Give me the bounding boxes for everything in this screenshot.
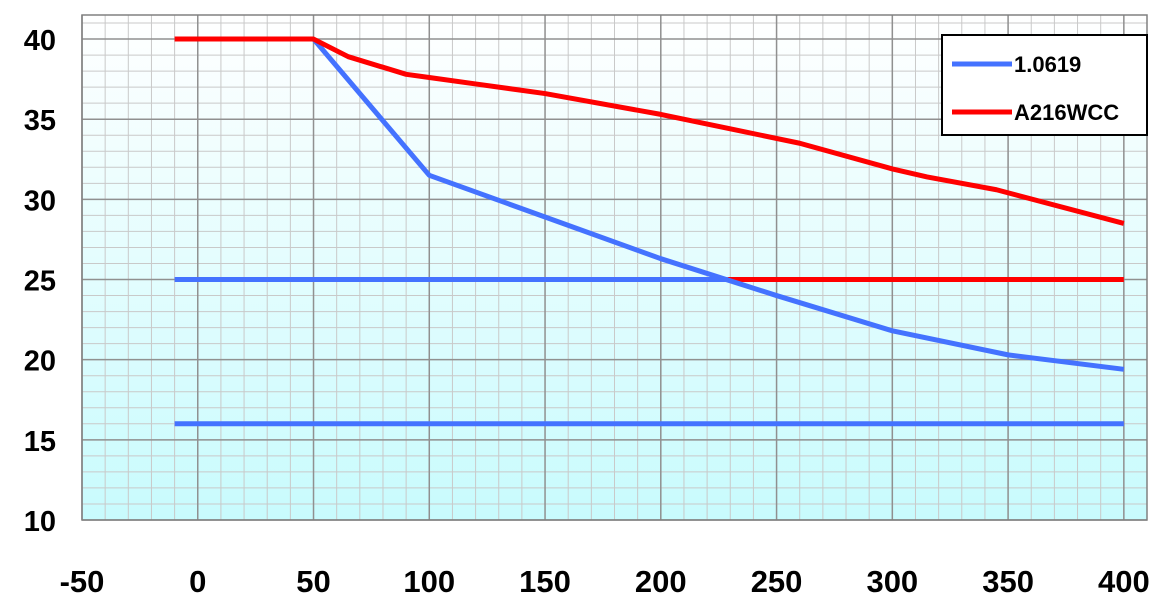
series-line-a216wcc bbox=[174, 36, 1125, 226]
legend-label-a216wcc: A216WCC bbox=[1014, 100, 1119, 125]
x-tick-label: 200 bbox=[635, 564, 687, 599]
x-tick-label: 150 bbox=[519, 564, 571, 599]
x-tick-label: 50 bbox=[296, 564, 330, 599]
y-tick-label: 20 bbox=[24, 346, 56, 378]
y-tick-label: 25 bbox=[24, 266, 56, 298]
axis-labels: -50 0 50 100 150 200 250 300 350 400 10 15 20 25 30 35 4… bbox=[24, 25, 1149, 599]
legend-box bbox=[941, 34, 1148, 136]
series-layer bbox=[174, 36, 1125, 427]
y-tick-label: 15 bbox=[24, 426, 56, 458]
x-tick-label: -50 bbox=[60, 564, 105, 599]
y-tick-label: 30 bbox=[24, 185, 56, 217]
y-tick-label: 40 bbox=[24, 25, 56, 57]
x-tick-label: 300 bbox=[866, 564, 918, 599]
y-tick-label: 35 bbox=[24, 105, 56, 137]
series-line-1-0619 bbox=[311, 37, 1125, 372]
y-tick-label: 10 bbox=[24, 506, 56, 538]
x-tick-label: 100 bbox=[403, 564, 455, 599]
x-tick-label: 0 bbox=[189, 564, 206, 599]
x-tick-label: 400 bbox=[1098, 564, 1149, 599]
plot-border bbox=[81, 14, 1148, 521]
x-tick-label: 250 bbox=[751, 564, 803, 599]
x-tick-label: 350 bbox=[982, 564, 1034, 599]
legend: 1.0619 A216WCC bbox=[941, 34, 1148, 136]
legend-label-1-0619: 1.0619 bbox=[1014, 52, 1081, 77]
